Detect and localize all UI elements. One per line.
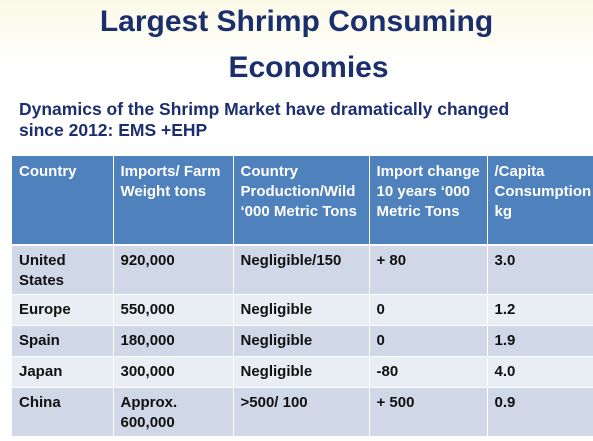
cell-country: United States bbox=[12, 245, 114, 295]
cell-import-change: -80 bbox=[369, 356, 488, 388]
cell-country: Europe bbox=[12, 294, 114, 326]
cell-production: Negligible bbox=[233, 325, 370, 357]
cell-import-change: + 500 bbox=[369, 387, 488, 437]
subtitle-line-1: Dynamics of the Shrimp Market have drama… bbox=[19, 99, 510, 119]
cell-import-change: 0 bbox=[369, 325, 488, 357]
table-row-china: China Approx. 600,000 >500/ 100 + 500 0.… bbox=[12, 387, 593, 437]
cell-production: >500/ 100 bbox=[233, 387, 370, 437]
cell-country: Japan bbox=[12, 356, 114, 388]
table-row-europe: Europe 550,000 Negligible 0 1.2 bbox=[12, 294, 593, 326]
table-header-row: Country Imports/ Farm Weight tons Countr… bbox=[12, 156, 593, 246]
cell-per-capita: 4.0 bbox=[487, 356, 593, 388]
table-row-japan: Japan 300,000 Negligible -80 4.0 bbox=[12, 356, 593, 388]
header-imports: Imports/ Farm Weight tons bbox=[113, 156, 234, 246]
cell-import-change: + 80 bbox=[369, 245, 488, 295]
cell-per-capita: 0.9 bbox=[487, 387, 593, 437]
slide-title-line-1: Largest Shrimp Consuming bbox=[99, 5, 494, 38]
slide-title-line-2: Economies bbox=[228, 51, 389, 84]
header-import-change: Import change 10 years ‘000 Metric Tons bbox=[369, 156, 488, 246]
cell-imports: 550,000 bbox=[113, 294, 234, 326]
cell-per-capita: 1.9 bbox=[487, 325, 593, 357]
table-row-united-states: United States 920,000 Negligible/150 + 8… bbox=[12, 245, 593, 295]
header-country: Country bbox=[12, 156, 114, 246]
header-per-capita: /Capita Consumption kg bbox=[487, 156, 593, 246]
cell-country: Spain bbox=[12, 325, 114, 357]
cell-per-capita: 1.2 bbox=[487, 294, 593, 326]
cell-import-change: 0 bbox=[369, 294, 488, 326]
slide-subtitle: Dynamics of the Shrimp Market have drama… bbox=[19, 99, 589, 141]
cell-production: Negligible bbox=[233, 356, 370, 388]
cell-imports: Approx. 600,000 bbox=[113, 387, 234, 437]
cell-imports: 300,000 bbox=[113, 356, 234, 388]
subtitle-line-2: since 2012: EMS +EHP bbox=[19, 120, 208, 140]
cell-production: Negligible/150 bbox=[233, 245, 370, 295]
cell-country: China bbox=[12, 387, 114, 437]
table-row-spain: Spain 180,000 Negligible 0 1.9 bbox=[12, 325, 593, 357]
shrimp-market-table: Country Imports/ Farm Weight tons Countr… bbox=[12, 156, 593, 437]
cell-production: Negligible bbox=[233, 294, 370, 326]
cell-per-capita: 3.0 bbox=[487, 245, 593, 295]
header-production: Country Production/Wild ‘000 Metric Tons bbox=[233, 156, 370, 246]
cell-imports: 920,000 bbox=[113, 245, 234, 295]
cell-imports: 180,000 bbox=[113, 325, 234, 357]
